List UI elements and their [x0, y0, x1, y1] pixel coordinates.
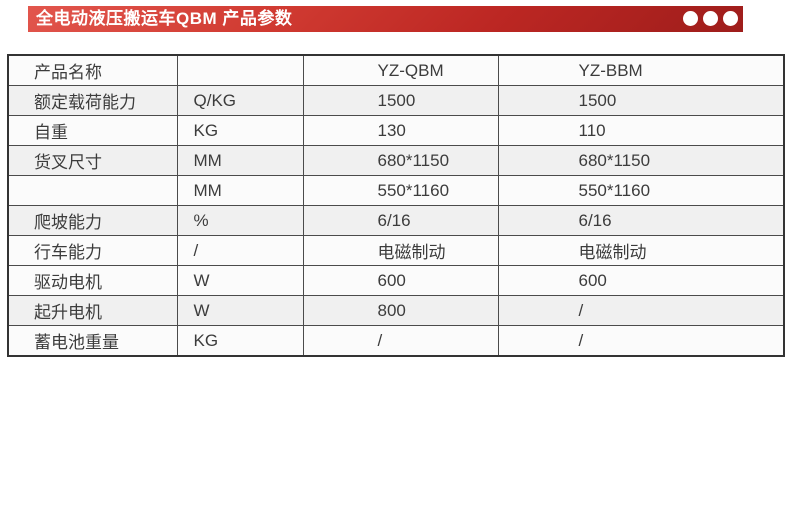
value-cell-qbm: 电磁制动: [302, 235, 499, 266]
value-cell-qbm: 6/16: [302, 205, 499, 236]
value-cell-qbm: 600: [302, 265, 499, 296]
value-cell-bbm: 1500: [497, 85, 785, 116]
spec-table: 产品名称 YZ-QBM YZ-BBM 额定载荷能力 Q/KG 1500 1500…: [7, 54, 785, 357]
value-cell-qbm: YZ-QBM: [302, 54, 499, 86]
page-title: 全电动液压搬运车QBM 产品参数: [36, 9, 293, 28]
value-cell-qbm: 680*1150: [302, 145, 499, 176]
unit-cell: [176, 54, 304, 86]
value-cell-bbm: YZ-BBM: [497, 54, 785, 86]
unit-cell: MM: [176, 145, 304, 176]
table-row: 额定载荷能力 Q/KG 1500 1500: [7, 85, 785, 116]
unit-cell: /: [176, 235, 304, 266]
value-cell-qbm: 1500: [302, 85, 499, 116]
value-cell-bbm: 电磁制动: [497, 235, 785, 266]
spec-label-cell: 驱动电机: [7, 265, 178, 296]
unit-cell: Q/KG: [176, 85, 304, 116]
table-row: 驱动电机 W 600 600: [7, 265, 785, 296]
unit-cell: MM: [176, 175, 304, 206]
spec-label-cell: 货叉尺寸: [7, 145, 178, 176]
title-bar: 全电动液压搬运车QBM 产品参数: [28, 6, 743, 32]
value-cell-qbm: 550*1160: [302, 175, 499, 206]
table-row: 起升电机 W 800 /: [7, 295, 785, 326]
unit-cell: W: [176, 265, 304, 296]
value-cell-bbm: 550*1160: [497, 175, 785, 206]
value-cell-bbm: 600: [497, 265, 785, 296]
spec-label-cell: [7, 175, 178, 206]
dot-icon: [683, 11, 698, 26]
table-row: 蓄电池重量 KG / /: [7, 325, 785, 357]
unit-cell: KG: [176, 115, 304, 146]
spec-label-cell: 行车能力: [7, 235, 178, 266]
table-row: 自重 KG 130 110: [7, 115, 785, 146]
spec-label-cell: 爬坡能力: [7, 205, 178, 236]
table-row: 货叉尺寸 MM 680*1150 680*1150: [7, 145, 785, 176]
value-cell-bbm: /: [497, 295, 785, 326]
value-cell-qbm: /: [302, 325, 499, 357]
value-cell-bbm: 680*1150: [497, 145, 785, 176]
dot-icon: [703, 11, 718, 26]
table-row: MM 550*1160 550*1160: [7, 175, 785, 206]
value-cell-qbm: 800: [302, 295, 499, 326]
value-cell-qbm: 130: [302, 115, 499, 146]
value-cell-bbm: /: [497, 325, 785, 357]
table-row: 爬坡能力 % 6/16 6/16: [7, 205, 785, 236]
value-cell-bbm: 6/16: [497, 205, 785, 236]
unit-cell: KG: [176, 325, 304, 357]
unit-cell: W: [176, 295, 304, 326]
table-row: 行车能力 / 电磁制动 电磁制动: [7, 235, 785, 266]
value-cell-bbm: 110: [497, 115, 785, 146]
spec-label-cell: 额定载荷能力: [7, 85, 178, 116]
spec-label-cell: 产品名称: [7, 54, 178, 86]
title-bar-dots: [683, 11, 738, 26]
spec-label-cell: 自重: [7, 115, 178, 146]
spec-label-cell: 起升电机: [7, 295, 178, 326]
unit-cell: %: [176, 205, 304, 236]
dot-icon: [723, 11, 738, 26]
spec-label-cell: 蓄电池重量: [7, 325, 178, 357]
table-row: 产品名称 YZ-QBM YZ-BBM: [7, 54, 785, 86]
